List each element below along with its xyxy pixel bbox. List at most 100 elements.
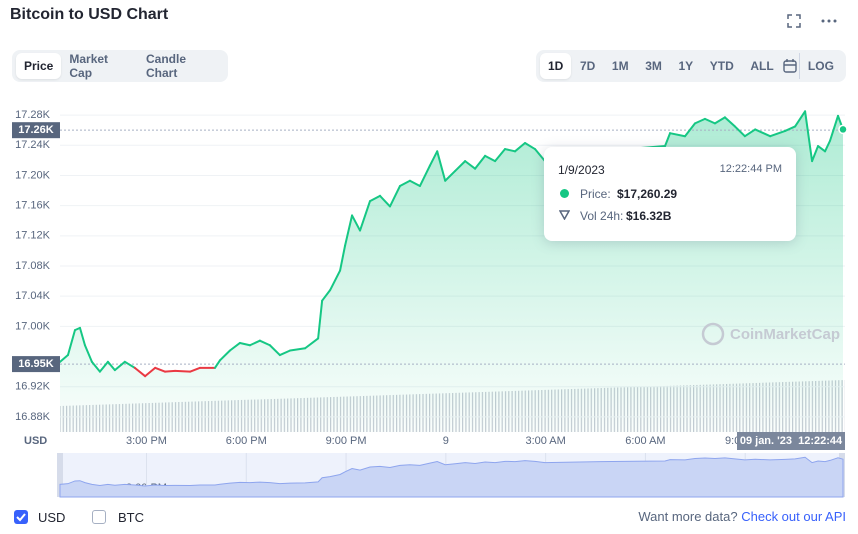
title: Bitcoin to USD Chart xyxy=(10,6,169,23)
price-segment xyxy=(428,150,439,167)
fullscreen-icon[interactable] xyxy=(786,13,802,29)
price-segment xyxy=(817,145,827,153)
checkbox[interactable] xyxy=(92,510,106,524)
price-segment xyxy=(733,125,746,138)
navigator-area xyxy=(59,456,844,498)
y-tick-label: 17.28K xyxy=(15,109,51,121)
price-segment xyxy=(533,148,546,163)
price-segment xyxy=(344,214,354,247)
price-segment xyxy=(228,341,241,352)
tab[interactable]: Market Cap xyxy=(69,52,109,80)
range[interactable]: 7D xyxy=(579,59,596,73)
price-segment xyxy=(268,344,281,357)
price-segment xyxy=(398,179,411,188)
price-segment xyxy=(317,299,324,340)
price-label: Price: xyxy=(580,187,611,201)
price-segment xyxy=(784,125,797,132)
api-note: Want more data? Check out our API xyxy=(638,509,846,524)
range-group: 1D 7D 1M 3M 1Y YTD ALL LOG xyxy=(536,50,846,82)
more-icon[interactable] xyxy=(820,13,838,29)
x-tick-label: 3:00 AM xyxy=(525,435,565,447)
price-segment xyxy=(693,117,706,125)
price-segment xyxy=(669,132,687,138)
tooltip-date: 1/9/2023 xyxy=(558,163,605,177)
y-tick-label: 17.00K xyxy=(15,320,51,332)
price-segment xyxy=(713,116,726,125)
price-segment xyxy=(664,132,672,148)
range[interactable]: 3M xyxy=(645,59,662,73)
y-tick-label: 17.20K xyxy=(15,169,51,181)
price-segment xyxy=(743,128,757,138)
currency-label: USD xyxy=(38,510,66,525)
price-segment xyxy=(811,145,820,163)
price-segment xyxy=(133,366,147,378)
range[interactable]: YTD xyxy=(709,59,734,73)
price-segment xyxy=(164,369,177,373)
y-tick-label: 17.12K xyxy=(15,230,51,242)
range[interactable]: 1D xyxy=(540,53,572,79)
current-label: 17.26K xyxy=(18,124,54,136)
price-segment xyxy=(418,164,431,188)
price-segment xyxy=(408,179,421,188)
x-tick-label: 9:00 PM xyxy=(326,435,367,447)
checkbox-checked[interactable] xyxy=(14,510,28,524)
range[interactable]: 1Y xyxy=(678,59,694,73)
price-segment xyxy=(189,366,202,373)
range[interactable]: ALL xyxy=(750,59,774,73)
price-segment xyxy=(703,117,716,125)
price-segment xyxy=(90,360,101,373)
price-segment xyxy=(59,354,69,363)
x-tick-label: 3:00 PM xyxy=(126,435,167,447)
price-segment xyxy=(829,114,840,142)
current-label-box xyxy=(12,122,60,139)
crosshair-label: 09 jan. '23 12:22:44 xyxy=(740,435,843,447)
y-tick-label: 17.04K xyxy=(15,290,51,302)
price-segment xyxy=(369,194,381,203)
log-toggle[interactable]: LOG xyxy=(798,53,842,79)
y-tick-label: 16.88K xyxy=(15,411,51,423)
y-axis-label: USD xyxy=(24,435,47,447)
price-segment xyxy=(144,366,157,378)
crosshair-box xyxy=(737,432,845,450)
api-link[interactable]: Check out our API xyxy=(741,509,846,524)
price-segment xyxy=(504,148,517,153)
tooltip-time: 12:22:44 PM xyxy=(719,163,782,175)
watermark: CoinMarketCap xyxy=(701,322,840,346)
y-tick-label: 16.92K xyxy=(15,381,51,393)
price-segment xyxy=(484,154,497,163)
price-segment xyxy=(329,269,342,292)
price-segment xyxy=(804,110,814,163)
price-segment xyxy=(154,366,167,373)
y-tick-label: 17.08K xyxy=(15,260,51,272)
last-point xyxy=(838,124,848,135)
price-segment xyxy=(723,116,736,128)
price-segment xyxy=(351,214,362,232)
reference-label: 16.95K xyxy=(18,358,54,370)
tab[interactable]: Candle Chart xyxy=(146,52,187,80)
currency-label: BTC xyxy=(118,510,144,525)
volume-label: Vol 24h: xyxy=(580,209,624,223)
price-segment xyxy=(214,359,221,369)
navigator-handle[interactable] xyxy=(57,453,63,497)
price-segment xyxy=(388,185,401,208)
x-tick-label: 6:00 PM xyxy=(226,435,267,447)
price-segment xyxy=(78,326,86,347)
tab[interactable]: Price xyxy=(16,53,62,79)
watermark-text: CoinMarketCap xyxy=(730,326,840,343)
price-segment xyxy=(123,360,136,369)
price-dot xyxy=(560,189,569,198)
price-segment xyxy=(474,154,487,170)
price-segment xyxy=(514,142,527,153)
price-segment xyxy=(359,200,372,232)
range[interactable]: 1M xyxy=(611,59,629,73)
calendar-icon[interactable] xyxy=(782,58,798,74)
price-segment xyxy=(248,339,261,347)
price-segment xyxy=(66,329,76,357)
price-segment xyxy=(113,360,126,372)
reference-label-box xyxy=(12,356,60,373)
price-segment xyxy=(106,360,116,372)
price-segment xyxy=(769,129,787,138)
price-value: $17,260.29 xyxy=(617,187,678,201)
